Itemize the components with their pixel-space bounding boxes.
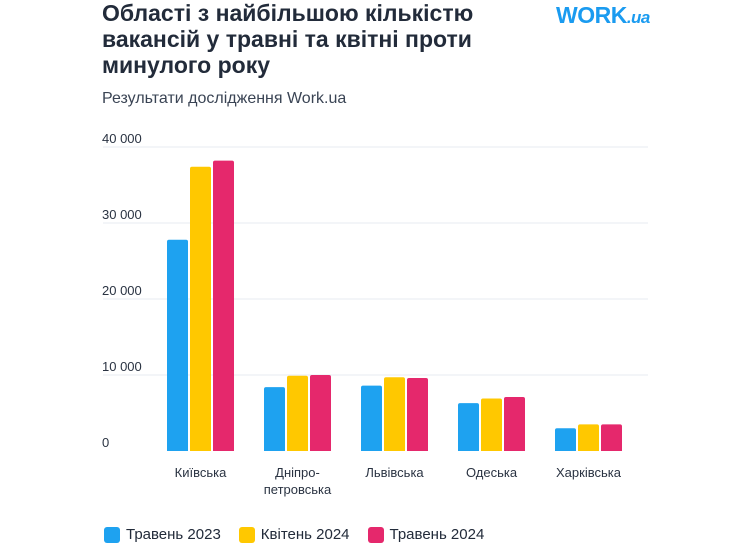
x-tick-label: Львівська — [365, 465, 424, 480]
legend-swatch-may-2024 — [367, 526, 384, 543]
bar — [190, 166, 211, 451]
bar — [213, 160, 234, 451]
legend-item-may-2024: Травень 2024 — [367, 526, 485, 543]
bar — [384, 377, 405, 451]
legend-label-may-2023: Травень 2023 — [126, 526, 221, 543]
bar-chart: 0 10 000 20 000 30 000 40 000 Київська Дніпро-… — [102, 131, 648, 497]
bar — [458, 403, 479, 451]
bar — [578, 424, 599, 451]
legend-label-may-2024: Травень 2024 — [389, 526, 485, 543]
x-tick-label: Дніпро- — [275, 465, 320, 480]
chart-title: Області з найбільшою кількістю вакансій … — [102, 0, 474, 78]
y-tick-label: 20 000 — [102, 283, 142, 298]
y-tick-label: 0 — [102, 435, 109, 450]
chart-legend: Травень 2023 Квітень 2024 Травень 2024 — [104, 526, 484, 543]
legend-swatch-may-2023 — [104, 526, 120, 543]
x-tick-label: Київська — [175, 465, 227, 480]
legend-label-april-2024: Квітень 2024 — [260, 526, 350, 543]
y-tick-label: 10 000 — [102, 359, 142, 374]
bar — [601, 424, 622, 451]
x-tick-label: Одеська — [466, 465, 518, 480]
bar — [555, 428, 576, 451]
legend-item-may-2023: Травень 2023 — [104, 526, 221, 543]
logo-suffix: .ua — [626, 8, 651, 27]
y-tick-label: 40 000 — [102, 131, 142, 146]
bar — [481, 398, 502, 451]
bar — [264, 387, 285, 451]
bar — [361, 385, 382, 451]
legend-swatch-april-2024 — [238, 526, 255, 543]
bar — [504, 397, 525, 451]
bar — [167, 239, 188, 451]
chart-subtitle: Результати дослідження Work.ua — [102, 90, 347, 107]
bar — [310, 375, 331, 451]
logo-main: WORK — [556, 2, 627, 28]
legend-item-april-2024: Квітень 2024 — [238, 526, 350, 543]
bar — [407, 378, 428, 451]
work-ua-logo: WORK.ua — [556, 2, 650, 29]
y-tick-label: 30 000 — [102, 207, 142, 222]
bar — [287, 375, 308, 451]
x-tick-label: петровська — [264, 482, 332, 497]
x-tick-label: Харківська — [556, 465, 622, 480]
